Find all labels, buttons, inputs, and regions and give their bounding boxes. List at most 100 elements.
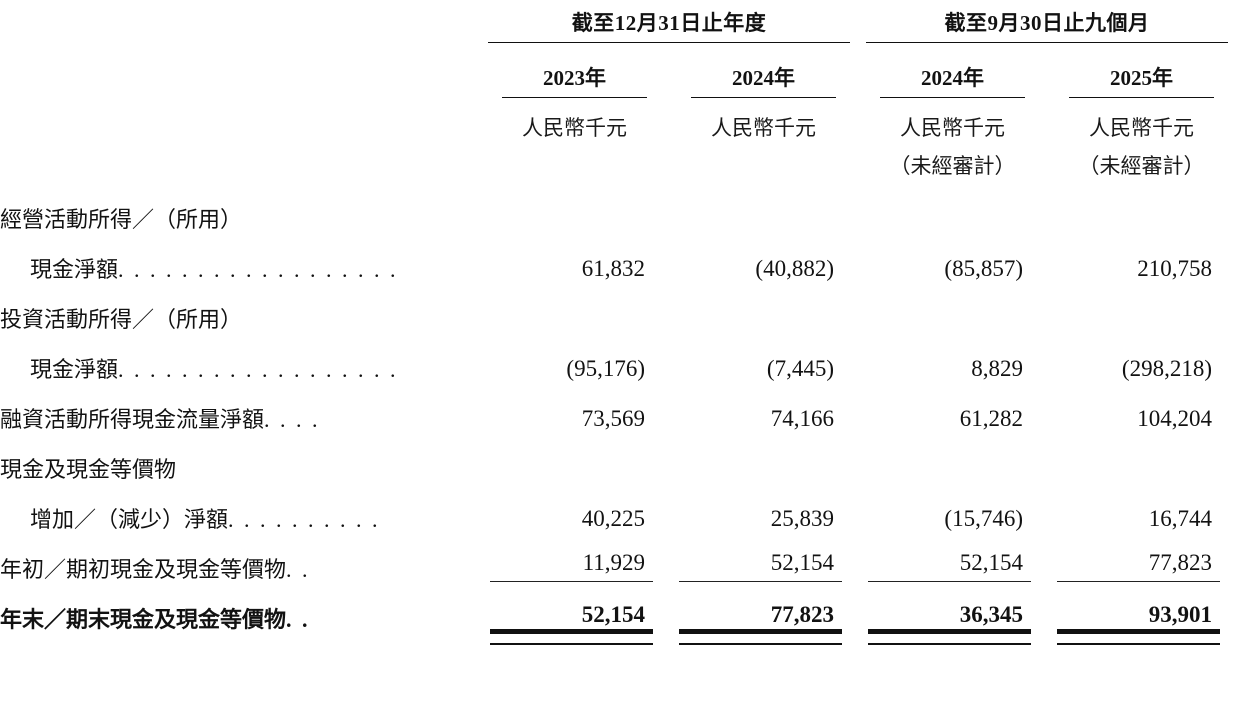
row-opening-balance-col2-value: 52,154 (679, 550, 842, 582)
row-closing-balance-col2-value: 77,823 (679, 602, 842, 645)
row-label-closing-balance-text: 年末／期末現金及現金等價物 (0, 606, 287, 632)
header-unit-col4: 人民幣千元 (1089, 116, 1194, 140)
header-unit-spacer (0, 100, 480, 144)
row-operating-col4: 210,758 (1137, 256, 1212, 281)
header-year-spacer (0, 46, 480, 100)
row-net-change-title-col1 (480, 436, 669, 486)
row-opening-balance-col1-value: 11,929 (490, 550, 653, 582)
row-investing-title-col4 (1047, 286, 1236, 336)
row-label-investing: 現金淨額. . . . . . . . . . . . . . . . . . (0, 336, 480, 386)
row-label-net-change-line1: 現金及現金等價物 (0, 456, 177, 482)
table-row-net-change: 增加／（減少）淨額. . . . . . . . . . 40,225 25,8… (0, 486, 1236, 536)
row-label-investing-text: 現金淨額 (30, 356, 119, 382)
header-group-row: 截至12月31日止年度 截至9月30日止九個月 (0, 0, 1236, 46)
header-audit-note-col4: （未經審計） (1078, 154, 1205, 178)
table-row-closing-balance: 年末／期末現金及現金等價物. . 52,154 77,823 36,345 93… (0, 586, 1236, 645)
row-leader-closing-balance: . . (286, 606, 311, 632)
row-investing-col1: (95,176) (566, 356, 645, 381)
row-investing-col4: (298,218) (1121, 356, 1212, 381)
row-label-financing-text: 融資活動所得現金流量淨額 (0, 406, 265, 432)
row-net-change-title-col3 (858, 436, 1047, 486)
header-group-nine-months: 截至9月30日止九個月 (858, 0, 1236, 46)
row-leader-net-change: . . . . . . . . . . (228, 506, 381, 532)
table-body: 經營活動所得／（所用） 現金淨額. . . . . . . . . . . . … (0, 186, 1236, 645)
header-audit-note-col1 (480, 144, 669, 186)
row-operating-col3: (85,857) (944, 256, 1023, 281)
header-audit-note-col2 (669, 144, 858, 186)
header-corner-spacer (0, 0, 480, 46)
row-operating-title-col2 (669, 186, 858, 236)
table-row-opening-balance: 年初／期初現金及現金等價物. . 11,929 52,154 52,154 77… (0, 536, 1236, 586)
row-label-operating-text: 現金淨額 (30, 256, 119, 282)
row-operating-title-col3 (858, 186, 1047, 236)
header-unit-row: 人民幣千元 人民幣千元 人民幣千元 人民幣千元 (0, 100, 1236, 144)
row-opening-balance-col2: 52,154 (669, 536, 858, 586)
row-investing-col3: 8,829 (971, 356, 1023, 381)
row-opening-balance-col4: 77,823 (1047, 536, 1236, 586)
header-year-row: 2023年 2024年 2024年 2025年 (0, 46, 1236, 100)
row-label-net-change-text: 增加／（減少）淨額 (30, 506, 229, 532)
header-audit-note-row: （未經審計） （未經審計） (0, 144, 1236, 186)
row-leader-investing: . . . . . . . . . . . . . . . . . . (118, 356, 399, 382)
row-operating-col2: (40,882) (755, 256, 834, 281)
header-unit-col1: 人民幣千元 (522, 116, 627, 140)
header-year-2025-interim: 2025年 (1047, 46, 1236, 100)
row-label-opening-balance: 年初／期初現金及現金等價物. . (0, 536, 480, 586)
row-financing-col2: 74,166 (770, 406, 834, 431)
header-group-nine-months-label: 截至9月30日止九個月 (866, 7, 1228, 43)
table-row-operating-title: 經營活動所得／（所用） (0, 186, 1236, 236)
row-closing-balance-col3: 36,345 (858, 586, 1047, 645)
row-opening-balance-col1: 11,929 (480, 536, 669, 586)
table-row-financing: 融資活動所得現金流量淨額. . . . 73,569 74,166 61,282… (0, 386, 1236, 436)
cash-flow-summary-table: 截至12月31日止年度 截至9月30日止九個月 2023年 2024年 2024… (0, 0, 1236, 645)
table-row-operating: 現金淨額. . . . . . . . . . . . . . . . . . … (0, 236, 1236, 286)
table-row-net-change-title: 現金及現金等價物 (0, 436, 1236, 486)
header-year-2023: 2023年 (480, 46, 669, 100)
row-financing-col1: 73,569 (581, 406, 645, 431)
table-row-investing-title: 投資活動所得／（所用） (0, 286, 1236, 336)
row-investing-title-col2 (669, 286, 858, 336)
row-leader-financing: . . . . (264, 406, 321, 432)
row-net-change-col2: 25,839 (770, 506, 834, 531)
row-net-change-title-col4 (1047, 436, 1236, 486)
row-net-change-col1: 40,225 (581, 506, 645, 531)
header-unit-col2: 人民幣千元 (711, 116, 816, 140)
row-financing-col4: 104,204 (1137, 406, 1212, 431)
row-net-change-title-col2 (669, 436, 858, 486)
row-label-net-change: 增加／（減少）淨額. . . . . . . . . . (0, 486, 480, 536)
table-header: 截至12月31日止年度 截至9月30日止九個月 2023年 2024年 2024… (0, 0, 1236, 186)
row-financing-col3: 61,282 (959, 406, 1023, 431)
header-unit-col3: 人民幣千元 (900, 116, 1005, 140)
row-label-investing-line1: 投資活動所得／（所用） (0, 306, 243, 332)
row-closing-balance-col1: 52,154 (480, 586, 669, 645)
row-opening-balance-col4-value: 77,823 (1057, 550, 1220, 582)
row-net-change-col3: (15,746) (944, 506, 1023, 531)
row-opening-balance-col3-value: 52,154 (868, 550, 1031, 582)
header-audit-note-col3: （未經審計） (889, 154, 1016, 178)
row-closing-balance-col1-value: 52,154 (490, 602, 653, 645)
row-investing-col2: (7,445) (766, 356, 834, 381)
row-leader-operating: . . . . . . . . . . . . . . . . . . (118, 256, 399, 282)
row-label-operating: 現金淨額. . . . . . . . . . . . . . . . . . (0, 236, 480, 286)
row-net-change-col4: 16,744 (1148, 506, 1212, 531)
row-label-financing: 融資活動所得現金流量淨額. . . . (0, 386, 480, 436)
row-closing-balance-col3-value: 36,345 (868, 602, 1031, 645)
header-year-2024-interim: 2024年 (858, 46, 1047, 100)
header-group-annual-label: 截至12月31日止年度 (488, 7, 850, 43)
header-audit-note-spacer (0, 144, 480, 186)
row-operating-title-col4 (1047, 186, 1236, 236)
header-group-annual: 截至12月31日止年度 (480, 0, 858, 46)
row-investing-title-col3 (858, 286, 1047, 336)
row-leader-opening-balance: . . (286, 556, 311, 582)
table-row-investing: 現金淨額. . . . . . . . . . . . . . . . . . … (0, 336, 1236, 386)
row-operating-col1: 61,832 (581, 256, 645, 281)
row-operating-title-col1 (480, 186, 669, 236)
row-closing-balance-col4-value: 93,901 (1057, 602, 1220, 645)
row-opening-balance-col3: 52,154 (858, 536, 1047, 586)
row-closing-balance-col4: 93,901 (1047, 586, 1236, 645)
row-label-opening-balance-text: 年初／期初現金及現金等價物 (0, 556, 287, 582)
row-investing-title-col1 (480, 286, 669, 336)
row-label-closing-balance: 年末／期末現金及現金等價物. . (0, 586, 480, 636)
row-closing-balance-col2: 77,823 (669, 586, 858, 645)
